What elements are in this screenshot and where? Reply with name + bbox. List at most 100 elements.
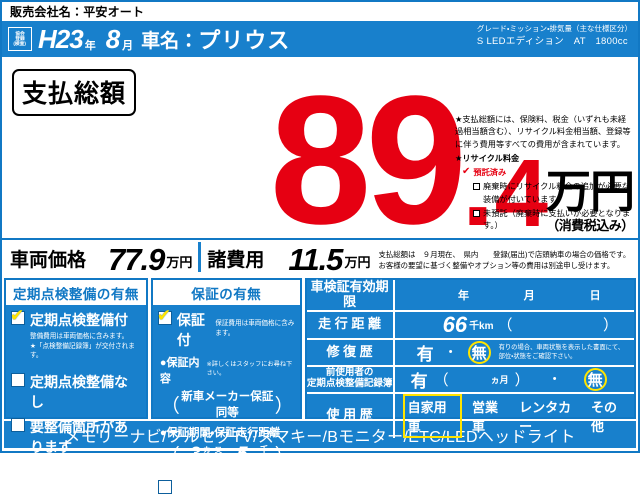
recycle-fee-heading: ★リサイクル料金 [455, 153, 520, 163]
warranty-content-value-row: （ 新車メーカー保証同等 ） [153, 386, 300, 420]
row-body-repair-history[interactable]: 有 ・ 無 有りの場合、車両状態を表示した書面にて、 部位・状態をご確認下さい。 [395, 340, 634, 365]
checkbox-icon [473, 209, 480, 217]
car-name-label: 車名： [141, 30, 199, 52]
grade-block: グレード・ミッション・排気量（主な仕様区分） S LEDエディション AT 18… [477, 24, 632, 49]
total-price-integer: 89 [269, 56, 468, 262]
checkbox-icon [11, 372, 25, 387]
checkbox-icon [11, 417, 25, 432]
total-note: ★支払総額には、保険料、税金（いずれも未経過相当額含む）、リサイクル料金相当額、… [455, 114, 633, 151]
fees-unit: 万円 [344, 255, 371, 270]
checkbox-icon [157, 480, 172, 494]
recycle-unpaid-option[interactable]: 未預託（廃棄時に支払いが必要となります。） [455, 208, 633, 233]
expiry-month-label: 月 [523, 289, 535, 302]
repair-history-yes[interactable]: 有 [416, 344, 434, 364]
warranty-content-note: ※詳しくはスタッフにお尋ね下さい。 [206, 361, 293, 377]
vehicle-details-panel: 車検証有効期限 年 月 日 走 行 距 離 66 千km [304, 278, 637, 438]
warranty-panel-title: 保証の有無 [152, 280, 300, 305]
row-body-inspection-expiry[interactable]: 年 月 日 [395, 280, 634, 310]
total-price-tax-note: （消費税込み） [546, 218, 634, 233]
seller-label: 販売会社名： [10, 5, 84, 19]
assoc-badge-line2: 登録 [15, 35, 25, 42]
inspection-subnote-line2: ★「点検整備記録簿」が交付されます。 [30, 342, 135, 360]
usage-option-rental[interactable]: レンタカー [519, 399, 572, 434]
total-price-decimal: 4 [494, 139, 548, 247]
expiry-year-label: 年 [457, 289, 469, 302]
repair-history-note: 有りの場合、車両状態を表示した書面にて、 部位・状態をご確認下さい。 [499, 343, 625, 361]
inspection-footnote-line1: ★車両状態を表示した書面にて、 [29, 459, 128, 467]
separator-dot: ・ [547, 371, 562, 388]
warranty-option-none[interactable]: 保証なし [153, 474, 300, 499]
table-row: 修 復 歴 有 ・ 無 有りの場合、車両状態を表示した書面にて、 部位・状態をご… [306, 339, 635, 367]
repair-history-no-selected[interactable]: 無 [467, 340, 491, 364]
price-conditions-note: 支払総額は ９月現在、 県内 登録(届出)で店頭納車の場合の価格です。 お客様の… [370, 249, 638, 274]
vehicle-price-cell: 車両価格 77.9 万円 [2, 243, 193, 274]
inspection-option-none-label: 定期点検整備なし [30, 373, 128, 410]
fees-label: 諸費用 [207, 250, 265, 271]
row-head-mileage: 走 行 距 離 [307, 311, 395, 338]
table-row: 車検証有効期限 年 月 日 [306, 279, 635, 312]
bracket-left-icon: （ [160, 395, 180, 417]
usage-option-commercial[interactable]: 営業車 [472, 399, 499, 434]
table-row: 走 行 距 離 66 千km （ ） [306, 311, 635, 340]
lower-panels: 定期点検整備の有無 定期点検整備付 整備費用は車両価格に含みます。 ★「点検整備… [2, 276, 638, 497]
inspection-option-with-label: 定期点検整備付 [30, 312, 128, 328]
row-body-usage-history[interactable]: 自家用車 営業車 レンタカー その他 [395, 393, 634, 438]
prev-record-no-selected[interactable]: 無 [583, 367, 607, 391]
recycle-extra-option[interactable]: 廃棄時にリサイクル料金の追加が必要な装備が付いています。 [455, 181, 633, 206]
row-body-prev-owner-record[interactable]: 有 （ ヵ月 ） ・ 無 [395, 367, 634, 392]
price-breakdown-row: 車両価格 77.9 万円 諸費用 11.5 万円 支払総額は ９月現在、 県内 … [2, 238, 638, 276]
inspection-panel-title: 定期点検整備の有無 [6, 280, 146, 305]
row-head-inspection-expiry: 車検証有効期限 [307, 279, 395, 310]
row-body-mileage[interactable]: 66 千km （ ） [395, 312, 634, 338]
usage-option-other[interactable]: その他 [590, 399, 617, 434]
usage-history-options: 自家用車 営業車 レンタカー その他 [401, 393, 628, 438]
header-bar: 協会 登録 (検査) H23 年 8 月 車名： プリウス グレード・ミッション… [2, 21, 638, 57]
inspection-subnote: 整備費用は車両価格に含みます。 ★「点検整備記録簿」が交付されます。 [6, 330, 146, 361]
equipment-bar: メモリーナビ/フルセグTV/スマキー/Bモニター/ETC/LEDヘッドライト [4, 421, 636, 448]
prev-record-yes[interactable]: 有 [410, 371, 428, 391]
prev-owner-record-options: 有 （ ヵ月 ） ・ 無 [401, 367, 628, 392]
table-row: 前使用者の 定期点検整備記録簿 有 （ ヵ月 ） ・ 無 [306, 366, 635, 394]
mileage-unit: 千km [469, 321, 494, 333]
mileage-value: 66 [442, 311, 468, 337]
row-head-repair-history: 修 復 歴 [307, 339, 395, 365]
warranty-option-none-label: 保証なし [176, 481, 233, 497]
recycle-unpaid-label: 未預託（廃棄時に支払いが必要となります。） [483, 209, 631, 231]
row-head-prev-owner-record: 前使用者の 定期点検整備記録簿 [307, 366, 395, 392]
total-price-unit-wrap: 万円 （消費税込み） [545, 166, 635, 238]
checkbox-icon [473, 182, 480, 190]
warranty-period-distance: 5 [236, 443, 248, 465]
association-badge-icon: 協会 登録 (検査) [8, 27, 32, 51]
warranty-period-or: 又は [214, 446, 222, 464]
bracket-left-icon: （ [433, 371, 449, 389]
seller-name: 平安オート [83, 5, 145, 19]
total-price-unit: 万円 [545, 166, 635, 217]
warranty-option-with[interactable]: 保証付 保証費用は車両価格に含みます。 [153, 305, 300, 350]
recycle-deposited-label: 預託済み [473, 168, 507, 178]
check-mark-icon: ✔ [462, 166, 471, 178]
recycle-deposited-option[interactable]: ✔ 預託済み [455, 167, 633, 179]
recycle-extra-label: 廃棄時にリサイクル料金の追加が必要な装備が付いています。 [483, 182, 630, 204]
price-board: 販売会社名： 平安オート 協会 登録 (検査) H23 年 8 月 車名： プリ… [0, 0, 640, 453]
inspection-option-none[interactable]: 定期点検整備なし [6, 367, 146, 412]
vehicle-details-table: 車検証有効期限 年 月 日 走 行 距 離 66 千km [306, 279, 635, 438]
inspection-footnote-line2: 部位・状態をご確認下さい。 [38, 469, 120, 477]
repair-history-note-line1: 有りの場合、車両状態を表示した書面にて、 [498, 344, 625, 352]
total-price-area: 支払総額 89 . 4 万円 （消費税込み） ★支払総額には、保険料、税金（いず… [2, 56, 638, 262]
row-head-usage-history: 使 用 歴 [307, 393, 395, 438]
inspection-option-with[interactable]: 定期点検整備付 [6, 305, 146, 330]
price-notes: ★支払総額には、保険料、税金（いずれも未経過相当額含む）、リサイクル料金相当額、… [455, 114, 633, 233]
total-price-tag: 支払総額 [12, 69, 137, 116]
price-conditions-line1: 支払総額は ９月現在、 県内 登録(届出)で店頭納車の場合の価格です。 [378, 249, 631, 259]
warranty-panel: 保証の有無 保証付 保証費用は車両価格に含みます。 ●保証内容 ※詳しくはスタッ… [150, 278, 302, 497]
inspection-footnote: ★車両状態を表示した書面にて、 部位・状態をご確認下さい。 [6, 457, 146, 478]
inspection-subnote-line1: 整備費用は車両価格に含みます。 [30, 333, 129, 340]
grade-value: S LEDエディション AT 1800cc [476, 35, 628, 47]
usage-option-private-selected[interactable]: 自家用車 [402, 393, 463, 438]
bracket-right-icon: ） [274, 395, 294, 417]
vehicle-price-unit: 万円 [166, 255, 193, 270]
model-year-unit: 年 [84, 40, 96, 52]
divider [198, 242, 202, 272]
warranty-content-value: 新車メーカー保証同等 [181, 391, 274, 419]
assoc-badge-line3: (検査) [13, 40, 27, 47]
